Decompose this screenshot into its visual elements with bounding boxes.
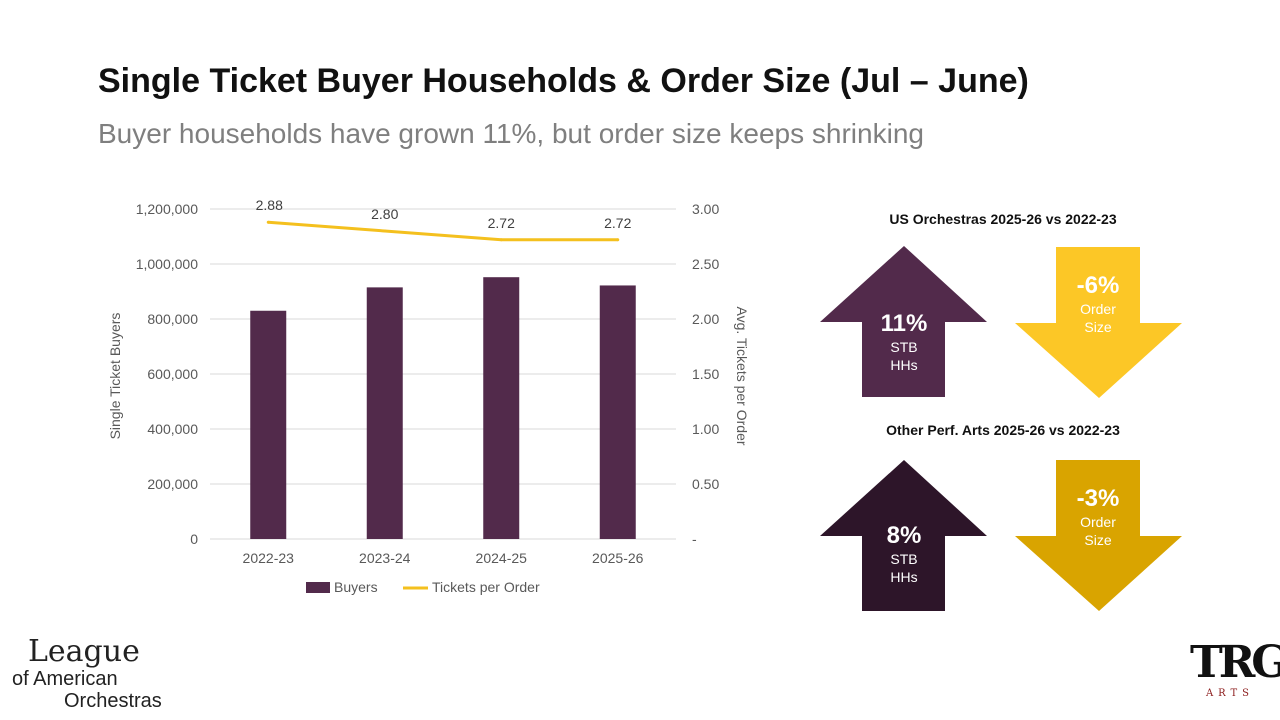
other-up-text: 8% STB HHs [862, 522, 946, 586]
other-down-label2: Size [1084, 532, 1112, 548]
x-tick-label: 2022-23 [243, 550, 295, 566]
league-logo-line1: League [28, 634, 140, 669]
y-axis-title: Single Ticket Buyers [107, 313, 123, 440]
other-down-label1: Order [1080, 514, 1116, 530]
bar-2023-24 [366, 287, 403, 539]
y-tick-label: 800,000 [147, 311, 198, 327]
bar-2025-26 [599, 285, 636, 539]
chart-line [266, 220, 620, 242]
other-up-label2: HHs [890, 569, 918, 585]
league-logo: League of American Orchestras [12, 634, 162, 713]
trg-logo-sub: ARTS [1205, 688, 1255, 699]
chart-legend: Buyers Tickets per Order [306, 579, 540, 595]
bar-2022-23 [250, 310, 287, 539]
us-down-text: -6% Order Size [1056, 272, 1140, 336]
trg-logo: TRG ARTS [1190, 637, 1280, 700]
x-tick-label: 2024-25 [476, 550, 528, 566]
slide-title: Single Ticket Buyer Households & Order S… [98, 62, 1029, 100]
other-up-label1: STB [890, 551, 918, 567]
chart-bars [250, 277, 636, 539]
legend-label-tickets: Tickets per Order [432, 579, 540, 595]
us-up-label1: STB [890, 339, 918, 355]
legend-label-buyers: Buyers [334, 579, 378, 595]
y2-tick-label: 2.00 [692, 311, 719, 327]
y2-axis-title: Avg. Tickets per Order [734, 306, 750, 445]
y-tick-label: 200,000 [147, 476, 198, 492]
other-down-arrow [1015, 460, 1182, 611]
buyers-orders-chart: 0 - 200,000 0.50 400,000 1.00 600,000 1.50 800,0… [107, 197, 750, 595]
us-up-arrow [820, 246, 987, 397]
us-up-text: 11% STB HHs [862, 310, 946, 374]
us-down-value: -6% [1076, 272, 1120, 299]
line-point [616, 238, 620, 242]
us-down-label2: Size [1084, 319, 1112, 335]
y-tick-label: 1,200,000 [136, 201, 198, 217]
other-up-arrow [820, 460, 987, 611]
y2-tick-label: 3.00 [692, 201, 719, 217]
line-data-label: 2.72 [488, 215, 515, 231]
y2-tick-label: 1.00 [692, 421, 719, 437]
chart-labels: 0 - 200,000 0.50 400,000 1.00 600,000 1.50 800,0… [107, 197, 750, 566]
x-tick-label: 2025-26 [592, 550, 644, 566]
tickets-per-order-line [268, 220, 618, 242]
us-down-arrow [1015, 247, 1182, 398]
y-tick-label: 0 [190, 531, 198, 547]
other-up-value: 8% [886, 522, 922, 549]
line-data-label: 2.80 [371, 206, 398, 222]
line-data-label: 2.72 [604, 215, 631, 231]
y2-tick-label: 0.50 [692, 476, 719, 492]
line-point [499, 238, 503, 242]
league-logo-line3: Orchestras [64, 690, 162, 712]
chart-gridlines [210, 208, 676, 540]
y-tick-label: 400,000 [147, 421, 198, 437]
y-tick-label: 1,000,000 [136, 256, 198, 272]
line-data-label: 2.88 [256, 197, 283, 213]
y2-tick-label: 2.50 [692, 256, 719, 272]
y2-tick-label: 1.50 [692, 366, 719, 382]
bar-2024-25 [483, 277, 520, 539]
us-up-label2: HHs [890, 357, 918, 373]
league-logo-line2: of American [12, 668, 118, 690]
legend-swatch-buyers [306, 582, 330, 593]
us-panel-title: US Orchestras 2025-26 vs 2022-23 [889, 211, 1117, 227]
line-point [383, 229, 387, 233]
x-tick-label: 2023-24 [359, 550, 411, 566]
slide-subtitle: Buyer households have grown 11%, but ord… [98, 118, 924, 149]
y-tick-label: 600,000 [147, 366, 198, 382]
trg-logo-mark: TRG [1190, 637, 1280, 688]
other-down-text: -3% Order Size [1056, 485, 1140, 549]
us-up-value: 11% [880, 310, 928, 337]
line-point [266, 220, 270, 224]
y2-tick-label: - [692, 531, 697, 547]
other-panel-title: Other Perf. Arts 2025-26 vs 2022-23 [886, 422, 1120, 438]
other-down-value: -3% [1076, 485, 1120, 512]
us-down-label1: Order [1080, 301, 1116, 317]
